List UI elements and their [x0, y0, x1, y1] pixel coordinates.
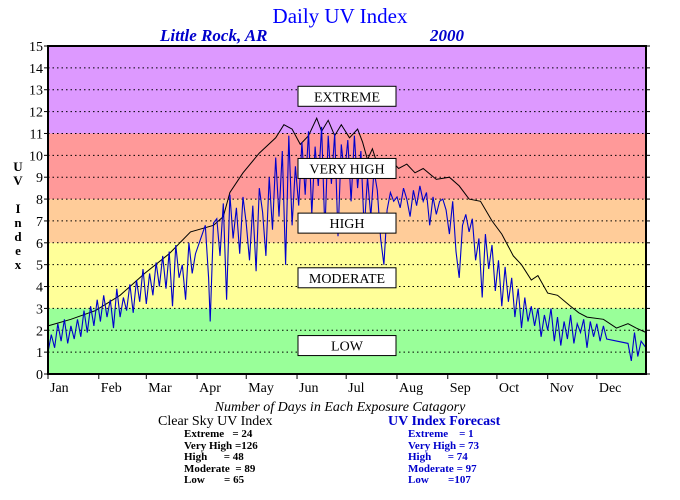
y-tick-label: 8	[36, 193, 43, 208]
clear-sky-table-title: Clear Sky UV Index	[158, 414, 273, 429]
y-tick-label: 12	[29, 106, 43, 121]
plot-frame	[47, 45, 647, 375]
y-tick-label: 14	[29, 62, 43, 77]
y-tick-label: 0	[36, 368, 43, 383]
y-axis-label-letter: n	[14, 215, 22, 230]
y-tick-label: 7	[36, 215, 43, 230]
band-label: LOW	[331, 340, 364, 355]
band-label-box	[297, 157, 397, 179]
forecast-series-line	[47, 126, 647, 362]
clear-sky-row-moderate: Moderate = 89	[184, 462, 256, 475]
x-tick-label: Nov	[550, 381, 574, 396]
year-subtitle: 2000	[430, 26, 464, 45]
y-tick-label: 13	[29, 84, 43, 99]
y-axis-label-letter: x	[14, 257, 22, 272]
clear-sky-table: Extreme = 24 Very High =126 High = 48 Mo…	[184, 428, 258, 487]
clear-sky-row-very-high: Very High =126	[184, 439, 258, 452]
band-label: MODERATE	[309, 272, 385, 287]
y-tick-label: 5	[36, 259, 43, 274]
y-axis-label: U V I n d e x	[10, 160, 26, 272]
x-tick-label: Jul	[348, 381, 364, 396]
y-tick-label: 1	[36, 346, 43, 361]
x-tick-label: Feb	[101, 381, 122, 396]
x-tick-label: Jan	[50, 381, 69, 396]
y-tick-label: 2	[36, 324, 43, 339]
forecast-table: Extreme = 1 Very High = 73 High = 74 Mod…	[408, 428, 479, 487]
y-axis-label-letter: e	[15, 243, 21, 258]
forecast-row-very-high: Very High = 73	[408, 439, 479, 452]
x-tick-label: Aug	[399, 381, 423, 396]
x-tick-label: Dec	[599, 381, 622, 396]
band-label: VERY HIGH	[309, 162, 384, 177]
summary-title: Number of Days in Each Exposure Catagory	[214, 400, 466, 415]
forecast-row-extreme: Extreme = 1	[408, 428, 474, 440]
y-axis-label-gap	[10, 188, 26, 202]
x-tick-label: Mar	[148, 381, 172, 396]
y-axis-label-letter: V	[13, 173, 23, 188]
y-tick-label: 3	[36, 302, 43, 317]
y-axis-label-letter: I	[15, 201, 21, 216]
y-tick-label: 15	[29, 40, 43, 55]
forecast-table-title: UV Index Forecast	[388, 414, 501, 429]
chart-title: Daily UV Index	[272, 4, 408, 28]
x-tick-label: Jun	[299, 381, 318, 396]
x-tick-label: Oct	[499, 381, 519, 396]
band-label-box	[297, 212, 397, 234]
y-tick-label: 10	[29, 149, 43, 164]
y-tick-label: 9	[36, 171, 43, 186]
x-tick-label: Sep	[450, 381, 471, 396]
band-label: EXTREME	[314, 90, 380, 105]
clear-sky-row-high: High = 48	[184, 451, 244, 463]
band-label-box	[297, 85, 397, 107]
clear-sky-row-extreme: Extreme = 24	[184, 428, 253, 440]
y-tick-label: 11	[30, 127, 43, 142]
location-subtitle: Little Rock, AR	[160, 26, 268, 45]
forecast-row-moderate: Moderate = 97	[408, 462, 477, 475]
band-label-box	[297, 335, 397, 357]
x-tick-label: Apr	[199, 381, 221, 396]
y-tick-label: 6	[36, 237, 43, 252]
forecast-row-low: Low =107	[408, 474, 471, 486]
clear-sky-row-low: Low = 65	[184, 474, 245, 486]
x-tick-label: May	[248, 381, 274, 396]
band-label: HIGH	[330, 217, 365, 232]
y-axis-label-letter: U	[13, 159, 23, 174]
y-axis-label-letter: d	[14, 229, 22, 244]
band-label-box	[297, 267, 397, 289]
y-tick-label: 4	[36, 281, 43, 296]
forecast-row-high: High = 74	[408, 451, 468, 463]
